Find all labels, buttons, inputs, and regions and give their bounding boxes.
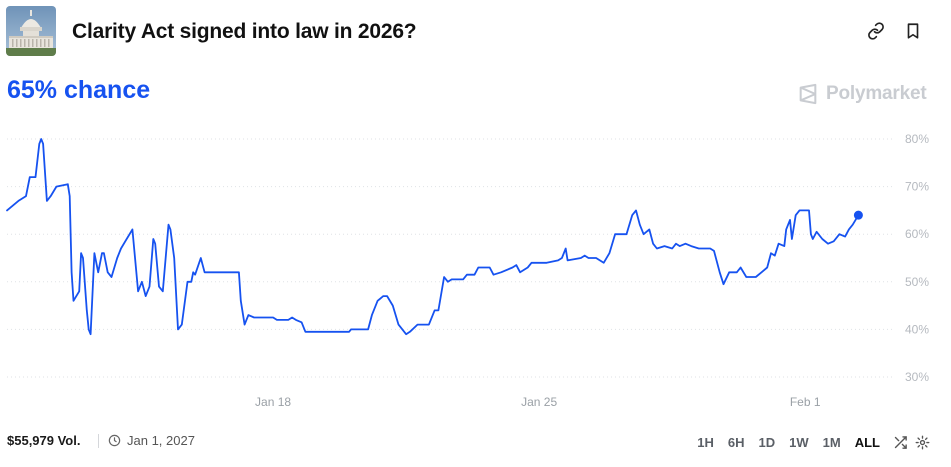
market-header: Clarity Act signed into law in 2026? [6, 6, 945, 56]
chart-footer: $55,979 Vol. Jan 1, 2027 1H 6H 1D 1W 1M … [0, 426, 951, 456]
price-chart[interactable]: 80% 70% 60% 50% 40% 30% Jan 18 Jan 25 Feb 1 [0, 118, 951, 418]
series-line [6, 138, 860, 336]
market-title: Clarity Act signed into law in 2026? [72, 20, 417, 43]
shuffle-icon[interactable] [891, 433, 909, 451]
y-tick-label: 40% [905, 322, 929, 336]
y-tick-label: 80% [905, 132, 929, 146]
range-all[interactable]: ALL [854, 434, 880, 450]
x-tick-label: Feb 1 [790, 395, 821, 409]
last-point-marker [853, 210, 863, 220]
clock-icon [108, 434, 121, 447]
x-tick-label: Jan 18 [255, 395, 291, 409]
polymarket-logo: Polymarket [797, 83, 927, 105]
settings-gear-icon[interactable] [913, 433, 931, 451]
end-date: Jan 1, 2027 [108, 433, 195, 448]
range-1d[interactable]: 1D [758, 434, 776, 450]
brand-name: Polymarket [826, 83, 927, 104]
range-1m[interactable]: 1M [822, 434, 841, 450]
polymarket-logo-icon [799, 83, 817, 105]
x-tick-label: Jan 25 [521, 395, 557, 409]
volume-label: $55,979 Vol. [7, 433, 81, 448]
range-6h[interactable]: 6H [727, 434, 745, 450]
y-tick-label: 30% [905, 370, 929, 384]
chance-label: 65% chance [7, 76, 151, 104]
link-icon[interactable] [865, 20, 887, 42]
y-tick-label: 50% [905, 275, 929, 289]
end-date-label: Jan 1, 2027 [127, 433, 195, 448]
range-1w[interactable]: 1W [789, 434, 809, 450]
footer-divider [98, 434, 99, 448]
capitol-building-icon[interactable] [6, 6, 56, 56]
time-range-selector: 1H 6H 1D 1W 1M ALL [690, 433, 931, 451]
y-tick-label: 60% [905, 227, 929, 241]
bookmark-icon[interactable] [902, 20, 924, 42]
range-1h[interactable]: 1H [697, 434, 714, 450]
y-tick-label: 70% [905, 180, 929, 194]
